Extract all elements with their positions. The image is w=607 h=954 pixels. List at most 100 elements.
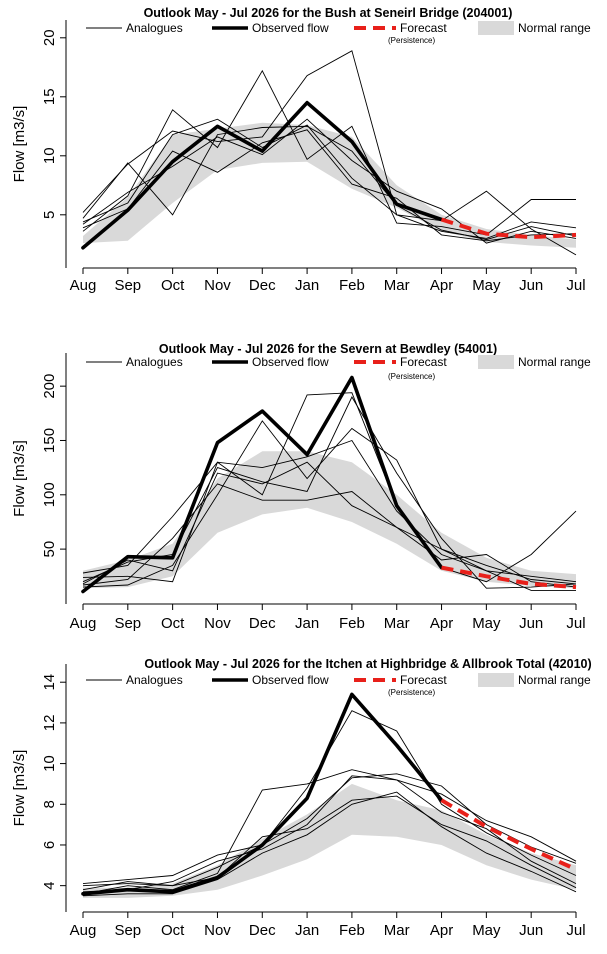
legend-label-observed: Observed flow [252, 673, 329, 687]
x-tick-label: Feb [339, 277, 365, 294]
legend-label-analogues: Analogues [126, 355, 183, 369]
legend-label-persistence: (Persistence) [388, 372, 435, 381]
chart-title: Outlook May - Jul 2026 for the Itchen at… [144, 657, 591, 671]
y-tick-label: 15 [41, 88, 58, 105]
x-tick-label: Nov [204, 277, 231, 294]
analogue-line-3 [82, 775, 577, 893]
legend-label-analogues: Analogues [126, 21, 183, 35]
y-axis-label: Flow [m3/s] [11, 440, 28, 517]
x-tick-label: Aug [70, 615, 97, 632]
legend-label-forecast: Forecast [400, 673, 447, 687]
analogue-line-2 [82, 396, 577, 589]
analogue-line-2 [82, 69, 576, 236]
legend-label-normal: Normal range [518, 673, 591, 687]
y-tick-label: 6 [41, 841, 58, 849]
y-tick-label: 200 [41, 374, 58, 399]
x-tick-label: Jul [566, 615, 585, 632]
y-tick-label: 20 [41, 29, 58, 46]
legend: Analogues Observed flow Forecast(Persisten… [86, 21, 591, 45]
legend-label-observed: Observed flow [252, 21, 329, 35]
chart-title: Outlook May - Jul 2026 for the Severn at… [159, 342, 497, 356]
x-tick-label: Feb [339, 615, 365, 632]
y-tick-label: 14 [41, 674, 58, 691]
chart-panel-1: Outlook May - Jul 2026 for the Bush at S… [11, 6, 591, 294]
x-tick-label: Jun [519, 615, 543, 632]
y-axis-label: Flow [m3/s] [11, 106, 28, 183]
x-tick-label: Aug [70, 277, 97, 294]
analogue-line-6 [82, 125, 577, 241]
legend-label-persistence: (Persistence) [388, 36, 435, 45]
y-tick-label: 150 [41, 428, 58, 453]
chart-panel-2: Outlook May - Jul 2026 for the Severn at… [11, 342, 591, 632]
y-tick-label: 4 [41, 881, 58, 889]
analogue-line-1 [82, 392, 577, 583]
x-tick-label: Dec [249, 922, 276, 939]
legend: Analogues Observed flow Forecast(Persisten… [86, 673, 591, 697]
observed-flow-line [81, 375, 444, 594]
x-tick-label: Aug [70, 922, 97, 939]
x-tick-label: Mar [384, 277, 410, 294]
forecast-line [440, 798, 577, 872]
analogue-line-5 [82, 791, 577, 897]
analogue-line-2 [82, 769, 577, 895]
normal-range-band [83, 451, 576, 589]
x-tick-label: Feb [339, 922, 365, 939]
legend-label-forecast: Forecast [400, 21, 447, 35]
x-tick-label: Oct [161, 922, 185, 939]
y-axis-label: Flow [m3/s] [11, 750, 28, 827]
x-tick-label: Apr [430, 615, 453, 632]
y-tick-label: 100 [41, 482, 58, 507]
x-tick-label: May [472, 615, 501, 632]
normal-range-band [83, 122, 576, 248]
y-tick-label: 8 [41, 800, 58, 808]
legend-swatch-normal [478, 21, 514, 35]
x-tick-label: Apr [430, 922, 453, 939]
y-tick-label: 50 [41, 541, 58, 558]
x-tick-label: Apr [430, 277, 453, 294]
x-tick-label: Sep [114, 615, 141, 632]
x-tick-label: Jun [519, 277, 543, 294]
x-tick-label: Jul [566, 922, 585, 939]
legend-label-normal: Normal range [518, 355, 591, 369]
x-tick-label: May [472, 922, 501, 939]
legend-swatch-normal [478, 673, 514, 687]
observed-flow-line [81, 100, 444, 250]
x-tick-label: Dec [249, 277, 276, 294]
analogue-line-6 [82, 461, 577, 585]
y-tick-label: 10 [41, 147, 58, 164]
legend: Analogues Observed flow Forecast (Persisten… [86, 355, 591, 381]
analogue-line-3 [82, 483, 577, 588]
x-tick-label: Jun [519, 922, 543, 939]
x-tick-label: Jan [295, 615, 319, 632]
legend-label-forecast: Forecast [400, 355, 447, 369]
x-tick-label: Oct [161, 615, 185, 632]
x-tick-label: Mar [384, 615, 410, 632]
x-tick-label: Nov [204, 615, 231, 632]
x-tick-label: May [472, 277, 501, 294]
legend-label-persistence: (Persistence) [388, 688, 435, 697]
x-tick-label: Sep [114, 277, 141, 294]
forecast-line [441, 565, 577, 590]
forecast-line [440, 217, 577, 240]
observed-flow-line [81, 692, 444, 896]
x-tick-label: Jul [566, 277, 585, 294]
x-tick-label: Jan [295, 277, 319, 294]
analogue-line-4 [82, 129, 577, 242]
analogue-line-1 [82, 50, 577, 256]
analogue-line-3 [82, 118, 577, 239]
x-tick-label: Dec [249, 615, 276, 632]
y-tick-label: 5 [41, 211, 58, 219]
x-tick-label: Mar [384, 922, 410, 939]
y-tick-label: 12 [41, 715, 58, 732]
x-tick-label: Oct [161, 277, 185, 294]
chart-title: Outlook May - Jul 2026 for the Bush at S… [144, 6, 513, 20]
legend-label-normal: Normal range [518, 21, 591, 35]
analogue-line-5 [82, 439, 576, 591]
y-tick-label: 10 [41, 755, 58, 772]
legend-swatch-normal [478, 355, 514, 369]
x-tick-label: Jan [295, 922, 319, 939]
x-tick-label: Sep [114, 922, 141, 939]
legend-label-observed: Observed flow [252, 355, 329, 369]
chart-panel-3: Outlook May - Jul 2026 for the Itchen at… [11, 657, 592, 939]
